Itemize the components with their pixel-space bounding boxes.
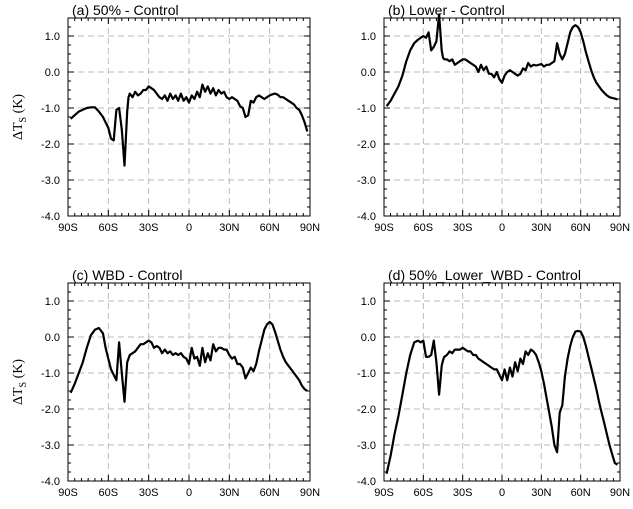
panel-2: 90S 60S 30S 0 30N 60N 90N 1.0 0.0 -1.0 -2.0 -3.0 -4.… [357,2,630,234]
y-tick-label: 0.0 [361,332,376,344]
x-tick-label: 60S [414,222,434,234]
y-tick-label: 0.0 [361,67,376,79]
x-tick-label: 0 [186,222,192,234]
x-tick-label: 90S [374,487,394,499]
y-tick-label: 0.0 [45,67,60,79]
panel-4: 90S 60S 30S 0 30N 60N 90N 1.0 0.0 -1.0 -2.0 -3.0 -4.… [357,267,630,499]
plot-frame [383,17,621,217]
y-tick-label: -1.0 [357,368,376,380]
series-line-1 [69,320,308,403]
x-tick-label: 60N [260,222,280,234]
x-tick-label: 90S [58,222,78,234]
x-tick-label: 60N [571,487,591,499]
y-tick-label: 0.0 [45,332,60,344]
y-tick-label: -3.0 [357,440,376,452]
x-tick-label: 90N [300,222,320,234]
x-tick-label: 30S [139,487,159,499]
x-tick-label: 30S [139,222,159,234]
y-tick-label: -1.0 [357,103,376,115]
y-tick-label: -4.0 [41,476,60,488]
panel-title: (d) 50%_Lower_WBD - Control [388,267,581,283]
y-tick-label: -3.0 [41,175,60,187]
y-tick-label: -2.0 [41,139,60,151]
x-tick-label: 60N [571,222,591,234]
x-tick-label: 90S [58,487,78,499]
x-tick-label: 0 [186,487,192,499]
x-tick-label: 30S [453,222,473,234]
y-tick-label: 1.0 [361,31,376,43]
x-tick-label: 30N [219,222,239,234]
panel-1: 90S 60S 30S 0 30N 60N 90N 1.0 0.0 -1.0 -2.0 -3.0 -4.… [11,2,320,234]
y-tick-label: 1.0 [45,296,60,308]
x-tick-label: 0 [499,487,505,499]
panel-title: (a) 50% - Control [72,2,179,18]
y-tick-label: -3.0 [357,175,376,187]
series-line-1 [69,83,309,167]
plot-frame [67,17,311,217]
y-tick-label: -4.0 [357,211,376,223]
plot-frame [383,282,621,482]
x-tick-label: 90N [610,222,630,234]
x-tick-label: 60S [99,222,119,234]
y-tick-label: -1.0 [41,368,60,380]
y-axis-label: ΔTS (K) [11,94,29,140]
y-tick-label: -3.0 [41,440,60,452]
y-tick-label: -4.0 [41,211,60,223]
y-axis-label: ΔTS (K) [11,359,29,405]
y-tick-label: -2.0 [41,404,60,416]
series-line-1 [385,13,618,107]
y-tick-label: -4.0 [357,476,376,488]
y-tick-label: 1.0 [361,296,376,308]
x-tick-label: 60N [260,487,280,499]
x-tick-label: 30N [531,487,551,499]
panel-title: (c) WBD - Control [72,267,182,283]
y-tick-label: 1.0 [45,31,60,43]
series-line-1 [385,329,619,475]
x-tick-label: 90N [610,487,630,499]
x-tick-label: 0 [499,222,505,234]
y-tick-label: -2.0 [357,404,376,416]
x-tick-label: 90S [374,222,394,234]
panel-3: 90S 60S 30S 0 30N 60N 90N 1.0 0.0 -1.0 -2.0 -3.0 -4.… [11,267,320,499]
x-tick-label: 90N [300,487,320,499]
x-tick-label: 60S [99,487,119,499]
y-tick-label: -2.0 [357,139,376,151]
x-tick-label: 30S [453,487,473,499]
x-tick-label: 30N [219,487,239,499]
y-tick-label: -1.0 [41,103,60,115]
plot-frame [67,282,311,482]
x-tick-label: 60S [414,487,434,499]
x-tick-label: 30N [531,222,551,234]
panel-title: (b) Lower - Control [388,2,505,18]
